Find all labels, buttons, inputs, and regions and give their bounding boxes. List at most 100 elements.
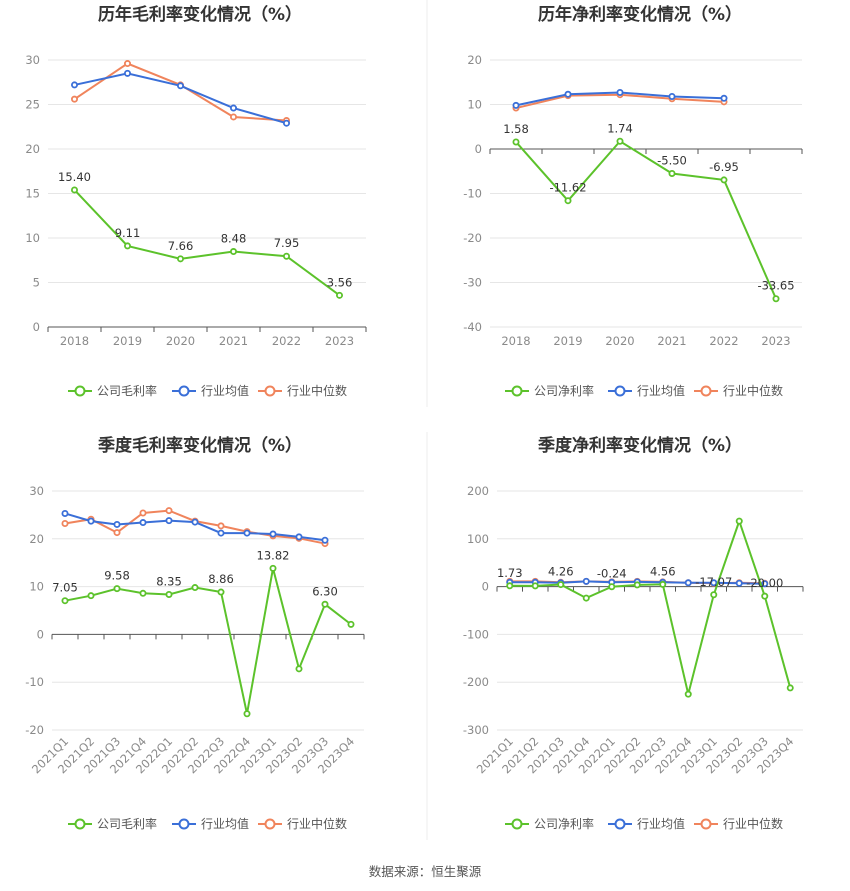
x-tick-label: 2021 [657,334,686,348]
data-point [71,95,79,103]
data-point [616,137,624,145]
data-point [616,88,624,96]
data-point [633,581,641,589]
data-point [684,579,692,587]
data-point [217,588,225,596]
data-point [113,585,121,593]
legend-label: 公司净利率 [534,383,594,398]
data-point [347,620,355,628]
data-point [124,242,132,250]
data-point [735,579,743,587]
data-point [217,529,225,537]
y-tick-label: 10 [25,231,40,245]
data-point [61,520,69,528]
data-point [243,529,251,537]
y-tick-label: 10 [467,98,482,112]
data-point [557,581,565,589]
quarterly-net-margin-chart: 季度净利率变化情况（%）-300-200-10001002002021Q1202… [463,435,804,831]
data-point [124,60,132,68]
x-tick-label: 2023 [325,334,354,348]
chart-title: 季度净利率变化情况（%） [538,435,742,456]
data-point [335,291,343,299]
legend-label: 公司毛利率 [97,816,157,831]
legend-label: 行业中位数 [287,816,347,831]
series-line-0 [73,189,341,297]
data-label: 8.48 [221,232,247,246]
legend-label: 行业中位数 [723,383,783,398]
data-label: 3.56 [327,275,353,289]
data-label: 7.66 [168,239,194,253]
data-point [761,592,769,600]
data-point [772,295,780,303]
legend-swatch-marker [178,385,190,397]
data-point [139,509,147,517]
x-tick-label: 2020 [166,334,195,348]
legend-label: 行业中位数 [723,816,783,831]
data-label: 9.11 [115,226,141,240]
x-tick-label: 2020 [605,334,634,348]
data-label: -17.07 [695,575,732,589]
data-point [608,583,616,591]
y-tick-label: 0 [33,320,40,334]
data-label: 13.82 [257,548,290,562]
data-point [564,197,572,205]
y-tick-label: 30 [25,53,40,67]
series-line-0 [509,518,792,695]
y-tick-label: -20 [463,231,482,245]
x-tick-label: 2018 [501,334,530,348]
series-line-0 [64,568,352,714]
data-point [761,580,769,588]
data-point [668,92,676,100]
annual-gross-margin-chart: 历年毛利率变化情况（%） 0 5 10 15 20 25 30 2018 2019 2020 2021… [25,4,367,398]
annual-net-margin-chart: 历年净利率变化情况（%） -40 -30 -20 -10 0 10 20 2018 2019 202… [463,4,803,398]
data-point [720,176,728,184]
legend-item: 公司毛利率 [68,383,157,398]
x-tick-label: 2019 [553,334,582,348]
data-point [282,252,290,260]
legend-item: 公司净利率 [505,816,594,831]
y-tick-label: 20 [25,142,40,156]
quarterly-gross-margin-chart: 季度毛利率变化情况（%）-20-1001020302021Q12021Q2202… [25,435,365,831]
data-point [71,186,79,194]
y-tick-label: 15 [25,187,40,201]
data-point [61,597,69,605]
x-tick-label: 2022 [709,334,738,348]
legend-item: 行业中位数 [258,383,347,398]
legend-label: 行业均值 [201,383,249,398]
data-source-note: 数据来源：恒生聚源 [369,864,482,879]
data-point [165,517,173,525]
data-point [243,710,251,718]
data-point [176,82,184,90]
y-tick-label: 25 [25,98,40,112]
data-point [87,517,95,525]
data-point [564,90,572,98]
series-line-2 [73,62,287,122]
data-point [191,584,199,592]
data-label: 6.30 [312,584,338,598]
data-label: 4.56 [650,564,676,578]
data-point [71,81,79,89]
data-point [506,582,514,590]
series-line-0 [515,139,777,300]
data-point [786,684,794,692]
y-tick-label: -40 [463,320,482,334]
chart-title: 历年毛利率变化情况（%） [98,4,302,25]
data-label: 8.35 [156,574,182,588]
legend-item: 公司净利率 [505,383,594,398]
y-tick-label: -300 [463,723,489,737]
data-label: -0.24 [597,567,627,581]
legend-swatch-marker [614,818,626,830]
data-point [61,509,69,517]
data-label: -20.00 [746,576,783,590]
legend-swatch-marker [264,385,276,397]
data-point [229,113,237,121]
data-label: 15.40 [58,170,91,184]
data-label: -11.62 [549,181,586,195]
legend-item: 公司毛利率 [68,816,157,831]
data-point [710,579,718,587]
y-tick-label: -10 [463,187,482,201]
data-label: 4.26 [548,565,574,579]
y-tick-label: -20 [25,723,44,737]
legend-swatch-marker [700,818,712,830]
